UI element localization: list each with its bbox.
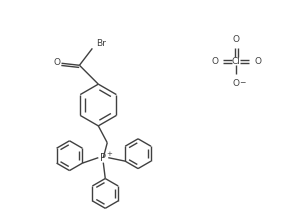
Text: O: O — [233, 79, 240, 88]
Text: O: O — [233, 35, 240, 44]
Text: −: − — [239, 78, 245, 87]
Text: +: + — [106, 151, 112, 157]
Text: P: P — [100, 153, 106, 163]
Text: Br: Br — [96, 39, 106, 48]
Text: O: O — [255, 57, 262, 66]
Text: O: O — [54, 58, 61, 67]
Text: Cl: Cl — [232, 57, 241, 66]
Text: O: O — [211, 57, 218, 66]
